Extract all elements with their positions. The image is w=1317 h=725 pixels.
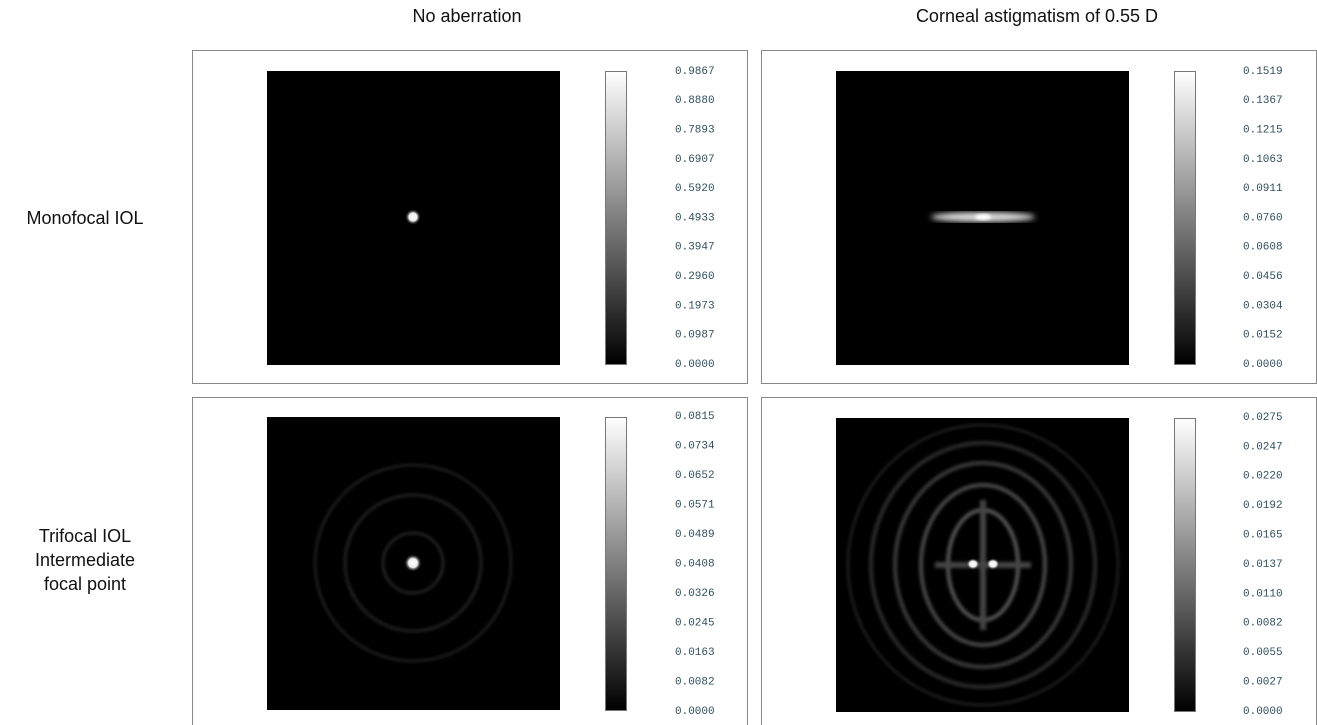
row-label: Trifocal IOL: [39, 526, 131, 546]
colorbar-label: 0.0304: [1243, 300, 1283, 312]
colorbar-label: 0.0163: [675, 647, 715, 659]
colorbar-label: 0.0137: [1243, 559, 1283, 571]
colorbar-label: 0.0000: [675, 359, 715, 371]
colorbar-label: 0.0275: [1243, 412, 1283, 424]
colorbar-label: 0.0000: [1243, 359, 1283, 371]
colorbar-label: 0.1367: [1243, 95, 1283, 107]
colorbar-label: 0.0987: [675, 330, 715, 342]
colorbar-label: 0.0000: [1243, 706, 1283, 718]
colorbar-label: 0.0082: [1243, 618, 1283, 630]
colorbar-label: 0.0815: [675, 411, 715, 423]
figure: No aberration Corneal astigmatism of 0.5…: [0, 0, 1317, 725]
colorbar-label: 0.0734: [675, 440, 715, 452]
colorbar-label: 0.1063: [1243, 154, 1283, 166]
colorbar-label: 0.0220: [1243, 471, 1283, 483]
colorbar-label: 0.0608: [1243, 242, 1283, 254]
colorbar-label: 0.1519: [1243, 66, 1283, 78]
colorbar-label: 0.0408: [675, 558, 715, 570]
colorbar-label: 0.1215: [1243, 125, 1283, 137]
colorbar-label: 0.4933: [675, 212, 715, 224]
row-label: Intermediate: [35, 550, 135, 570]
colorbar-label: 0.1973: [675, 300, 715, 312]
psf-image: [267, 417, 560, 710]
row-label: focal point: [44, 574, 126, 594]
colorbar-label: 0.0055: [1243, 647, 1283, 659]
colorbar-label: 0.0456: [1243, 271, 1283, 283]
column-title: Corneal astigmatism of 0.55 D: [916, 6, 1158, 26]
colorbar: [1175, 419, 1196, 712]
colorbar-label: 0.0489: [675, 529, 715, 541]
colorbar-label: 0.0652: [675, 470, 715, 482]
colorbar-label: 0.0000: [675, 706, 715, 718]
colorbar-label: 0.0165: [1243, 530, 1283, 542]
colorbar-label: 0.0326: [675, 588, 715, 600]
colorbar-label: 0.0571: [675, 499, 715, 511]
colorbar-label: 0.0082: [675, 676, 715, 688]
colorbar-label: 0.5920: [675, 183, 715, 195]
psf-image: [836, 71, 1129, 365]
colorbar-label: 0.0027: [1243, 677, 1283, 689]
colorbar-label: 0.2960: [675, 271, 715, 283]
colorbar-label: 0.7893: [675, 125, 715, 137]
colorbar-label: 0.3947: [675, 242, 715, 254]
row-label: Monofocal IOL: [26, 208, 143, 228]
colorbar: [606, 72, 627, 365]
psf-image: [267, 71, 560, 365]
column-title: No aberration: [412, 6, 521, 26]
colorbar-label: 0.0911: [1243, 183, 1283, 195]
colorbar-label: 0.0192: [1243, 500, 1283, 512]
colorbar-label: 0.0110: [1243, 588, 1283, 600]
colorbar-label: 0.0760: [1243, 212, 1283, 224]
colorbar-label: 0.9867: [675, 66, 715, 78]
colorbar-label: 0.6907: [675, 154, 715, 166]
colorbar-label: 0.0152: [1243, 330, 1283, 342]
colorbar-label: 0.0245: [675, 617, 715, 629]
colorbar: [1175, 72, 1196, 365]
colorbar-label: 0.8880: [675, 95, 715, 107]
colorbar-label: 0.0247: [1243, 441, 1283, 453]
colorbar: [606, 418, 627, 711]
psf-image: [836, 418, 1129, 712]
